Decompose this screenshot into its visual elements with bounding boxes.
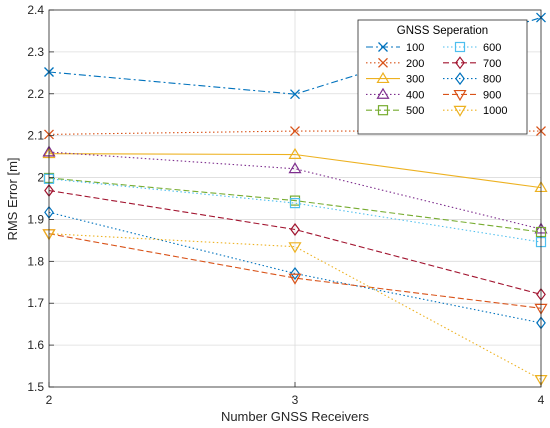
y-tick-label: 1.8 [27, 254, 44, 268]
data-point-400 [288, 162, 302, 174]
legend-marker-100 [378, 42, 388, 52]
legend-entry-300: 300 [366, 71, 424, 86]
data-point-200 [290, 126, 300, 137]
legend-marker-600 [454, 41, 466, 53]
legend-label: 100 [406, 42, 424, 54]
legend-entry-900: 900 [443, 89, 501, 101]
legend: GNSS Seperation 100 200 300 400 500 600 700 800 9… [357, 19, 528, 135]
ticks: 1.5 1.6 1.7 1.8 1.9 2 2.1 2.2 2.3 2.4 2 3 4 [27, 3, 544, 407]
data-point-300 [288, 147, 302, 159]
series-line-300 [48, 153, 542, 189]
data-point-600 [289, 198, 301, 209]
data-point-700 [290, 222, 300, 236]
x-tick-label: 4 [538, 393, 545, 407]
series-line-1000 [48, 233, 542, 380]
legend-marker-1000 [453, 105, 467, 117]
x-axis-label: Number GNSS Receivers [221, 409, 370, 424]
data-point-100 [290, 89, 300, 100]
series-line-500 [48, 177, 542, 233]
legend-entry-1000: 1000 [443, 105, 507, 117]
legend-entry-700: 700 [443, 56, 501, 70]
legend-label: 800 [483, 74, 501, 86]
legend-entry-600: 600 [443, 41, 501, 54]
y-tick-label: 2.2 [27, 87, 44, 101]
data-point-800 [290, 266, 300, 280]
legend-label: 500 [406, 105, 424, 117]
y-tick-label: 1.7 [27, 296, 44, 310]
y-axis-label: RMS Error [m] [5, 157, 20, 240]
data-point-900 [288, 273, 302, 285]
y-tick-label: 2.1 [27, 129, 44, 143]
x-tick-label: 3 [292, 393, 299, 407]
data-point-1000 [288, 242, 302, 254]
legend-label: 700 [483, 58, 501, 70]
legend-marker-300 [376, 71, 390, 84]
legend-marker-500 [377, 105, 389, 116]
series-line-900 [48, 233, 542, 309]
y-tick-label: 1.6 [27, 338, 44, 352]
x-tick-label: 2 [46, 393, 53, 407]
legend-marker-800 [455, 72, 465, 86]
series-line-800 [48, 211, 542, 324]
legend-label: 1000 [483, 105, 507, 117]
legend-label: 200 [406, 58, 424, 70]
legend-marker-900 [453, 89, 467, 102]
legend-marker-200 [378, 57, 388, 68]
series-300 [42, 146, 548, 193]
legend-marker-700 [455, 56, 465, 70]
legend-label: 900 [483, 89, 501, 101]
y-tick-label: 2 [37, 171, 44, 185]
series-line-600 [48, 178, 542, 243]
legend-entry-800: 800 [443, 72, 501, 86]
legend-marker-400 [376, 87, 390, 99]
legend-label: 600 [483, 42, 501, 54]
legend-title: GNSS Seperation [397, 25, 488, 37]
series-line-700 [48, 189, 542, 295]
legend-entry-100: 100 [366, 42, 424, 54]
legend-label: 400 [406, 89, 424, 101]
y-tick-label: 1.9 [27, 212, 44, 226]
legend-label: 300 [406, 74, 424, 86]
legend-entry-200: 200 [366, 58, 424, 70]
y-tick-label: 2.3 [27, 45, 44, 59]
y-tick-label: 1.5 [27, 380, 44, 394]
y-tick-label: 2.4 [27, 3, 44, 17]
legend-entry-400: 400 [366, 87, 424, 101]
legend-entry-500: 500 [366, 105, 424, 117]
